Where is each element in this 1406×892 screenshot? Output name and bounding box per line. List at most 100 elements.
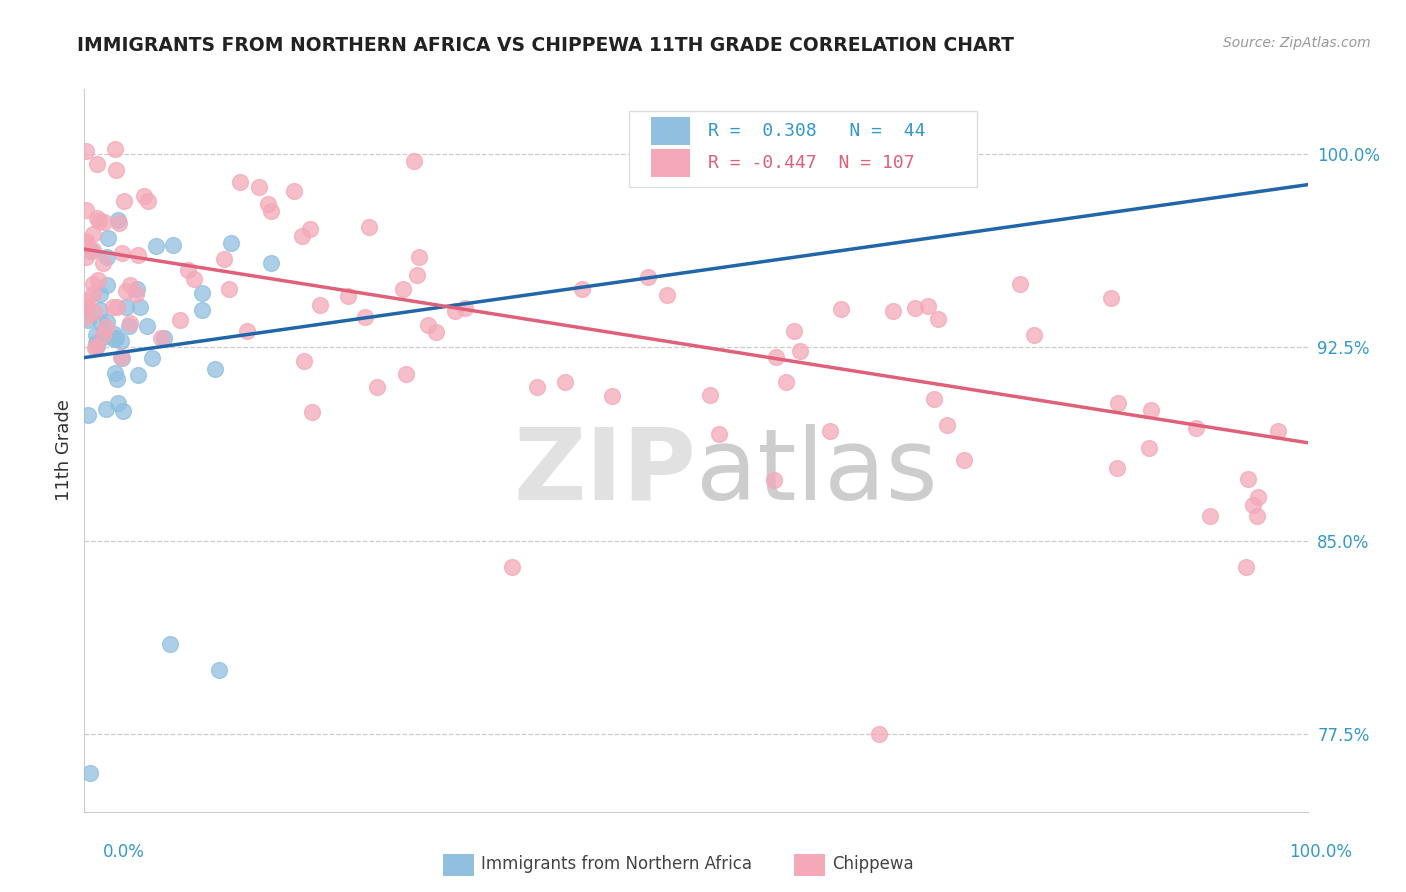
Point bbox=[97, 230, 120, 244]
Point bbox=[301, 405, 323, 419]
Point bbox=[91, 330, 114, 344]
Point bbox=[392, 282, 415, 296]
Point bbox=[408, 250, 430, 264]
Point bbox=[1137, 441, 1160, 455]
Point bbox=[103, 326, 125, 341]
Point bbox=[1099, 291, 1122, 305]
Point bbox=[76, 297, 98, 311]
Point bbox=[502, 559, 524, 574]
Point bbox=[291, 229, 314, 244]
Point bbox=[82, 227, 104, 242]
Point bbox=[1199, 509, 1222, 524]
Text: Chippewa: Chippewa bbox=[832, 855, 914, 873]
Point bbox=[395, 367, 418, 381]
Point bbox=[75, 202, 97, 217]
Point bbox=[709, 426, 731, 441]
Point bbox=[86, 157, 108, 171]
Point bbox=[136, 194, 159, 209]
Point bbox=[208, 663, 231, 677]
Point bbox=[176, 263, 198, 277]
Point bbox=[118, 316, 141, 330]
Point bbox=[118, 318, 141, 333]
Point bbox=[1247, 491, 1270, 505]
Point bbox=[120, 277, 142, 292]
Point bbox=[204, 361, 226, 376]
Point bbox=[283, 184, 305, 198]
Point bbox=[75, 251, 97, 265]
Point bbox=[84, 341, 107, 355]
Point bbox=[96, 315, 118, 329]
Point bbox=[783, 324, 806, 338]
Point bbox=[75, 310, 97, 325]
Point bbox=[101, 300, 124, 314]
Point bbox=[91, 328, 114, 343]
Text: R =  0.308   N =  44: R = 0.308 N = 44 bbox=[709, 122, 925, 140]
Point bbox=[1237, 472, 1260, 486]
Point bbox=[169, 313, 191, 327]
Point bbox=[247, 179, 270, 194]
Point bbox=[1184, 421, 1206, 435]
Point bbox=[145, 238, 167, 252]
Point bbox=[83, 304, 105, 318]
Point bbox=[554, 375, 576, 389]
FancyBboxPatch shape bbox=[651, 149, 690, 177]
Point bbox=[357, 220, 380, 235]
Point bbox=[141, 351, 163, 365]
Point bbox=[260, 203, 283, 218]
Point bbox=[218, 282, 240, 296]
Point bbox=[571, 282, 593, 296]
Point bbox=[228, 175, 250, 189]
Point bbox=[87, 273, 110, 287]
Point bbox=[104, 142, 127, 156]
Text: IMMIGRANTS FROM NORTHERN AFRICA VS CHIPPEWA 11TH GRADE CORRELATION CHART: IMMIGRANTS FROM NORTHERN AFRICA VS CHIPP… bbox=[77, 36, 1014, 54]
Point bbox=[526, 380, 548, 394]
Point bbox=[236, 324, 259, 338]
Point bbox=[104, 163, 127, 178]
Point bbox=[75, 293, 97, 307]
Text: Immigrants from Northern Africa: Immigrants from Northern Africa bbox=[481, 855, 752, 873]
Point bbox=[129, 300, 152, 314]
Point bbox=[111, 246, 134, 260]
Point bbox=[354, 310, 377, 325]
Point bbox=[655, 287, 678, 301]
Point bbox=[136, 318, 159, 333]
Point bbox=[125, 282, 148, 296]
Point bbox=[105, 331, 128, 345]
Point bbox=[882, 304, 904, 318]
Text: 0.0%: 0.0% bbox=[103, 843, 145, 861]
FancyBboxPatch shape bbox=[628, 111, 977, 186]
Point bbox=[104, 367, 127, 381]
Point bbox=[454, 301, 477, 316]
Point bbox=[257, 196, 280, 211]
Point bbox=[637, 269, 659, 284]
Point bbox=[191, 286, 214, 301]
Point bbox=[86, 211, 108, 226]
Point bbox=[96, 278, 118, 293]
Point bbox=[190, 302, 212, 317]
Point bbox=[105, 300, 128, 314]
Point bbox=[818, 424, 841, 438]
Point bbox=[103, 333, 125, 347]
Point bbox=[84, 328, 107, 343]
Point bbox=[404, 154, 426, 169]
Point bbox=[96, 250, 118, 264]
Point bbox=[86, 341, 108, 355]
Point bbox=[162, 237, 184, 252]
FancyBboxPatch shape bbox=[651, 118, 690, 145]
Point bbox=[869, 727, 891, 741]
Point bbox=[309, 298, 332, 312]
Point bbox=[89, 287, 111, 301]
Point bbox=[416, 318, 439, 332]
Point bbox=[927, 312, 949, 326]
Point bbox=[112, 404, 135, 418]
Point bbox=[699, 387, 721, 401]
Point bbox=[219, 235, 242, 250]
Point bbox=[159, 637, 181, 651]
Point bbox=[904, 301, 927, 315]
Point bbox=[600, 389, 623, 403]
Point bbox=[953, 453, 976, 467]
Point bbox=[75, 235, 97, 249]
Point bbox=[111, 351, 134, 365]
Point bbox=[336, 289, 359, 303]
Point bbox=[84, 336, 107, 351]
